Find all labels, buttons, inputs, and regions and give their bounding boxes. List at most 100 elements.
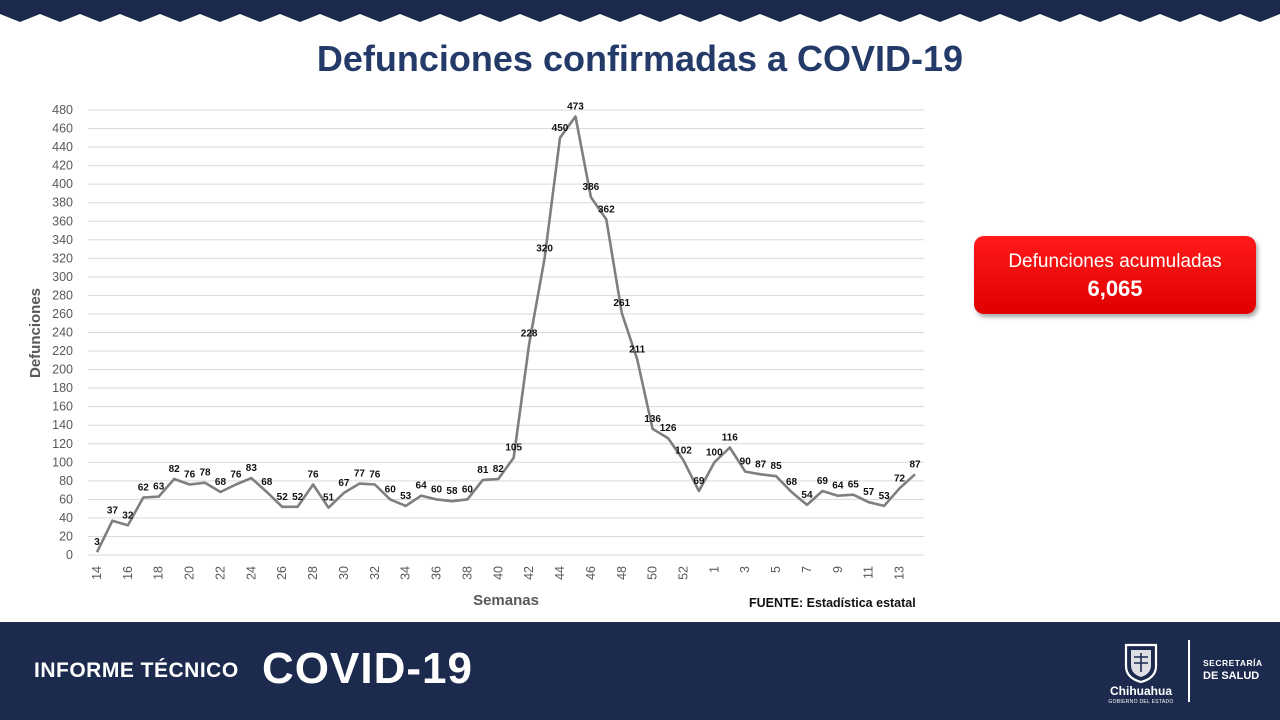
y-tick-label: 80: [59, 474, 73, 488]
data-label: 65: [848, 480, 860, 491]
x-tick-label: 3: [738, 566, 752, 573]
x-tick-label: 40: [491, 566, 505, 580]
data-label: 136: [644, 414, 661, 425]
data-label: 77: [354, 469, 366, 480]
data-label: 100: [706, 447, 723, 458]
state-seal-icon: [1124, 643, 1158, 684]
x-tick-label: 9: [831, 566, 845, 573]
data-label: 87: [909, 459, 921, 470]
data-label: 211: [629, 344, 646, 355]
source-note: FUENTE: Estadística estatal: [749, 596, 916, 610]
footer-covid-title: COVID-19: [262, 644, 473, 693]
y-tick-label: 100: [52, 455, 73, 469]
data-label: 52: [292, 492, 304, 503]
state-government-label: GOBIERNO DEL ESTADO: [1108, 699, 1174, 705]
y-tick-label: 460: [52, 122, 73, 136]
y-tick-label: 360: [52, 214, 73, 228]
x-tick-label: 42: [522, 566, 536, 580]
data-label: 32: [122, 510, 134, 521]
deaths-line-chart: 0204060801001201401601802002202402602803…: [27, 101, 924, 609]
slide-title: Defunciones confirmadas a COVID-19: [316, 38, 964, 79]
data-label: 83: [246, 463, 258, 474]
data-label: 105: [505, 443, 522, 454]
x-axis-title: Semanas: [473, 592, 539, 609]
footer-divider: [1188, 640, 1190, 702]
data-label: 60: [431, 484, 443, 495]
x-tick-label: 16: [121, 566, 135, 580]
y-tick-label: 20: [59, 529, 73, 543]
x-tick-label: 36: [430, 566, 444, 580]
y-tick-label: 380: [52, 196, 73, 210]
data-label: 52: [277, 492, 289, 503]
data-label: 64: [416, 481, 428, 492]
data-label: 69: [693, 476, 705, 487]
health-label: DE SALUD: [1203, 670, 1260, 682]
top-bar-pattern: [0, 14, 1280, 22]
y-tick-label: 60: [59, 492, 73, 506]
data-label: 116: [722, 432, 739, 443]
y-tick-label: 0: [66, 548, 73, 562]
data-label: 53: [400, 491, 412, 502]
data-label: 82: [493, 464, 505, 475]
data-label: 87: [755, 459, 767, 470]
secretariat-label: SECRETARÍA: [1203, 658, 1263, 668]
y-tick-label: 260: [52, 307, 73, 321]
data-label: 81: [477, 465, 489, 476]
x-tick-label: 30: [337, 566, 351, 580]
x-tick-label: 24: [244, 566, 258, 580]
data-label: 69: [817, 476, 829, 487]
data-label: 473: [567, 101, 584, 112]
data-label: 68: [215, 477, 227, 488]
data-label: 261: [613, 298, 630, 309]
y-tick-label: 320: [52, 251, 73, 265]
y-axis-title: Defunciones: [27, 288, 44, 378]
data-label: 76: [308, 470, 320, 481]
y-tick-label: 480: [52, 103, 73, 117]
data-label: 76: [230, 470, 242, 481]
top-bar: [0, 0, 1280, 22]
y-tick-label: 420: [52, 159, 73, 173]
data-label: 3: [94, 537, 100, 548]
data-label: 76: [184, 470, 196, 481]
data-label: 67: [338, 478, 350, 489]
x-tick-label: 20: [183, 566, 197, 580]
data-label: 386: [583, 182, 600, 193]
data-label: 126: [660, 423, 677, 434]
y-tick-label: 220: [52, 344, 73, 358]
x-tick-label: 28: [306, 566, 320, 580]
x-tick-label: 14: [90, 566, 104, 580]
y-tick-label: 280: [52, 288, 73, 302]
y-tick-label: 440: [52, 140, 73, 154]
data-label: 102: [675, 445, 692, 456]
data-label: 57: [863, 487, 875, 498]
x-tick-label: 46: [584, 566, 598, 580]
y-tick-label: 40: [59, 511, 73, 525]
data-label: 53: [879, 491, 891, 502]
x-tick-label: 18: [152, 566, 166, 580]
cumulative-deaths-label: Defunciones acumuladas: [1008, 251, 1222, 272]
y-tick-label: 300: [52, 270, 73, 284]
data-label: 228: [521, 329, 538, 340]
x-tick-label: 34: [399, 566, 413, 580]
data-label: 90: [740, 457, 752, 468]
y-tick-label: 140: [52, 418, 73, 432]
footer-bar: INFORME TÉCNICO COVID-19 Chihuahua GOBIE…: [0, 622, 1280, 720]
x-tick-label: 32: [368, 566, 382, 580]
x-tick-label: 38: [460, 566, 474, 580]
data-label: 60: [385, 484, 397, 495]
data-label: 54: [801, 490, 813, 501]
y-tick-label: 240: [52, 326, 73, 340]
data-label: 320: [536, 243, 553, 254]
data-label: 362: [598, 204, 615, 215]
y-tick-label: 400: [52, 177, 73, 191]
x-tick-label: 1: [707, 566, 721, 573]
x-tick-label: 52: [676, 566, 690, 580]
x-tick-label: 44: [553, 566, 567, 580]
y-tick-label: 180: [52, 381, 73, 395]
series-line: [95, 115, 916, 553]
data-label: 37: [107, 506, 119, 517]
data-label: 51: [323, 493, 335, 504]
data-label: 76: [369, 470, 381, 481]
data-label: 78: [199, 468, 211, 479]
y-tick-label: 200: [52, 363, 73, 377]
